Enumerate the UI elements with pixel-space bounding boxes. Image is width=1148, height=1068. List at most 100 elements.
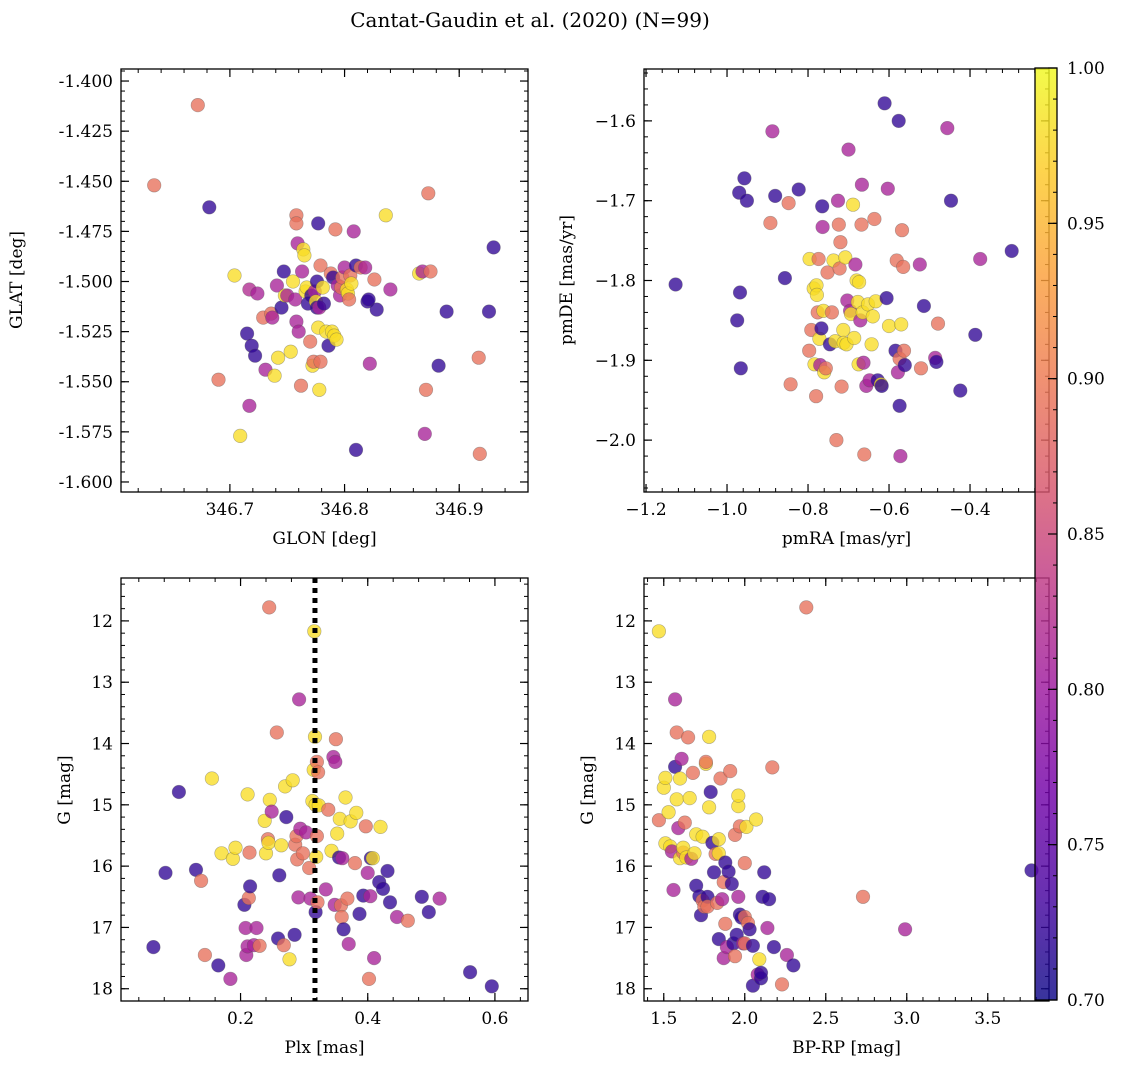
scatter-point — [698, 754, 714, 770]
scatter-point — [358, 819, 373, 834]
scatter-point — [851, 275, 867, 290]
scatter-point — [745, 938, 761, 953]
panel-pmra-pmde: −1.2 −1.0 −0.8 −0.6 −0.4 −1.6 −1.7 −1.8 −1.9 −2.0… — [557, 68, 1050, 549]
scatter-point — [265, 310, 280, 325]
y-tick-label: 12 — [614, 612, 636, 632]
scatter-point — [774, 977, 790, 992]
scatter-point — [240, 326, 255, 341]
scatter-point — [335, 851, 350, 866]
scatter-point — [439, 304, 454, 319]
x-axis-label: BP-RP [mag] — [792, 1038, 901, 1058]
y-tick-label: 15 — [91, 796, 113, 816]
scatter-point — [211, 372, 226, 387]
scatter-point — [252, 938, 267, 953]
scatter-point — [347, 855, 363, 871]
scatter-point — [723, 763, 738, 779]
scatter-point — [896, 259, 911, 275]
scatter-point — [242, 398, 257, 413]
scatter-point — [484, 979, 499, 994]
x-tick-label: 346.7 — [206, 500, 255, 520]
scatter-point — [375, 881, 391, 896]
scatter-point — [214, 846, 229, 861]
x-axis-label: GLON [deg] — [272, 529, 376, 549]
scatter-point — [930, 316, 946, 331]
scatter-point — [338, 790, 353, 805]
scatter-point — [727, 949, 743, 964]
y-axis-label: GLAT [deg] — [7, 231, 27, 329]
scatter-point — [706, 865, 722, 880]
scatter-point — [321, 802, 336, 817]
scatter-point — [701, 800, 717, 815]
y-tick-label: −1.8 — [595, 272, 636, 292]
scatter-point — [349, 805, 364, 820]
y-tick-label: 16 — [614, 857, 636, 877]
y-tick-label: 14 — [91, 735, 113, 755]
scatter-point — [336, 922, 351, 937]
scatter-point — [312, 382, 327, 397]
scatter-point — [367, 272, 382, 287]
scatter-point — [674, 751, 689, 766]
scatter-point — [240, 787, 255, 802]
scatter-point — [752, 952, 767, 967]
scatter-point — [815, 199, 830, 214]
scatter-point — [282, 952, 297, 967]
scatter-point — [831, 217, 846, 232]
scatter-point — [361, 292, 376, 307]
scatter-point — [894, 223, 910, 238]
scatter-point — [824, 305, 840, 320]
scatter-point — [367, 950, 382, 966]
scatter-point — [269, 725, 284, 740]
scatter-point — [233, 428, 248, 444]
scatter-point — [285, 274, 301, 289]
scatter-point — [833, 235, 848, 250]
scatter-point — [711, 832, 726, 847]
scatter-point — [269, 278, 285, 293]
scatter-point — [832, 261, 847, 276]
scatter-point — [250, 286, 265, 301]
x-tick-label: −1.2 — [625, 500, 666, 520]
x-tick-label: 0.4 — [354, 1009, 381, 1029]
scatter-point — [943, 193, 959, 208]
scatter-point — [666, 882, 681, 898]
scatter-point — [814, 321, 829, 336]
scatter-point — [362, 356, 377, 371]
y-tick-label: −1.9 — [595, 351, 636, 371]
scatter-point — [661, 805, 676, 820]
y-tick-label: -1.475 — [59, 222, 113, 242]
scatter-point — [765, 760, 780, 775]
scatter-point — [820, 265, 835, 280]
scatter-point — [651, 813, 667, 828]
scatter-point — [893, 449, 908, 464]
scatter-point — [264, 804, 279, 819]
scatter-points — [651, 600, 1039, 993]
scatter-point — [276, 264, 291, 279]
scatter-point — [346, 224, 361, 239]
scatter-point — [279, 809, 294, 825]
y-tick-label: 17 — [91, 918, 113, 938]
scatter-point — [737, 171, 752, 186]
panel-glon-glat: 346.7 346.8 346.9 -1.400 -1.425 -1.450 -1.475 -… — [7, 68, 529, 549]
scatter-point — [272, 868, 287, 883]
scatter-point — [303, 334, 318, 349]
scatter-point — [739, 193, 755, 208]
scatter-point — [147, 178, 162, 193]
scatter-point — [731, 788, 746, 803]
scatter-point — [685, 765, 701, 781]
y-axis-label: pmDE [mas/yr] — [557, 215, 577, 345]
scatter-point — [783, 377, 798, 392]
scatter-point — [809, 287, 825, 303]
colorbar: 0.70 0.75 0.80 0.85 0.90 0.95 1.00 — [1034, 59, 1105, 1011]
scatter-point — [668, 277, 683, 292]
scatter-point — [360, 865, 375, 881]
scatter-point — [227, 268, 242, 283]
scatter-point — [378, 208, 393, 223]
x-tick-label: −0.6 — [868, 500, 909, 520]
scatter-point — [158, 865, 173, 881]
scatter-point — [380, 863, 395, 879]
scatter-point — [879, 291, 894, 306]
scatter-point — [916, 298, 932, 314]
scatter-point — [829, 433, 844, 448]
scatter-point — [291, 890, 306, 905]
scatter-point — [431, 358, 446, 373]
